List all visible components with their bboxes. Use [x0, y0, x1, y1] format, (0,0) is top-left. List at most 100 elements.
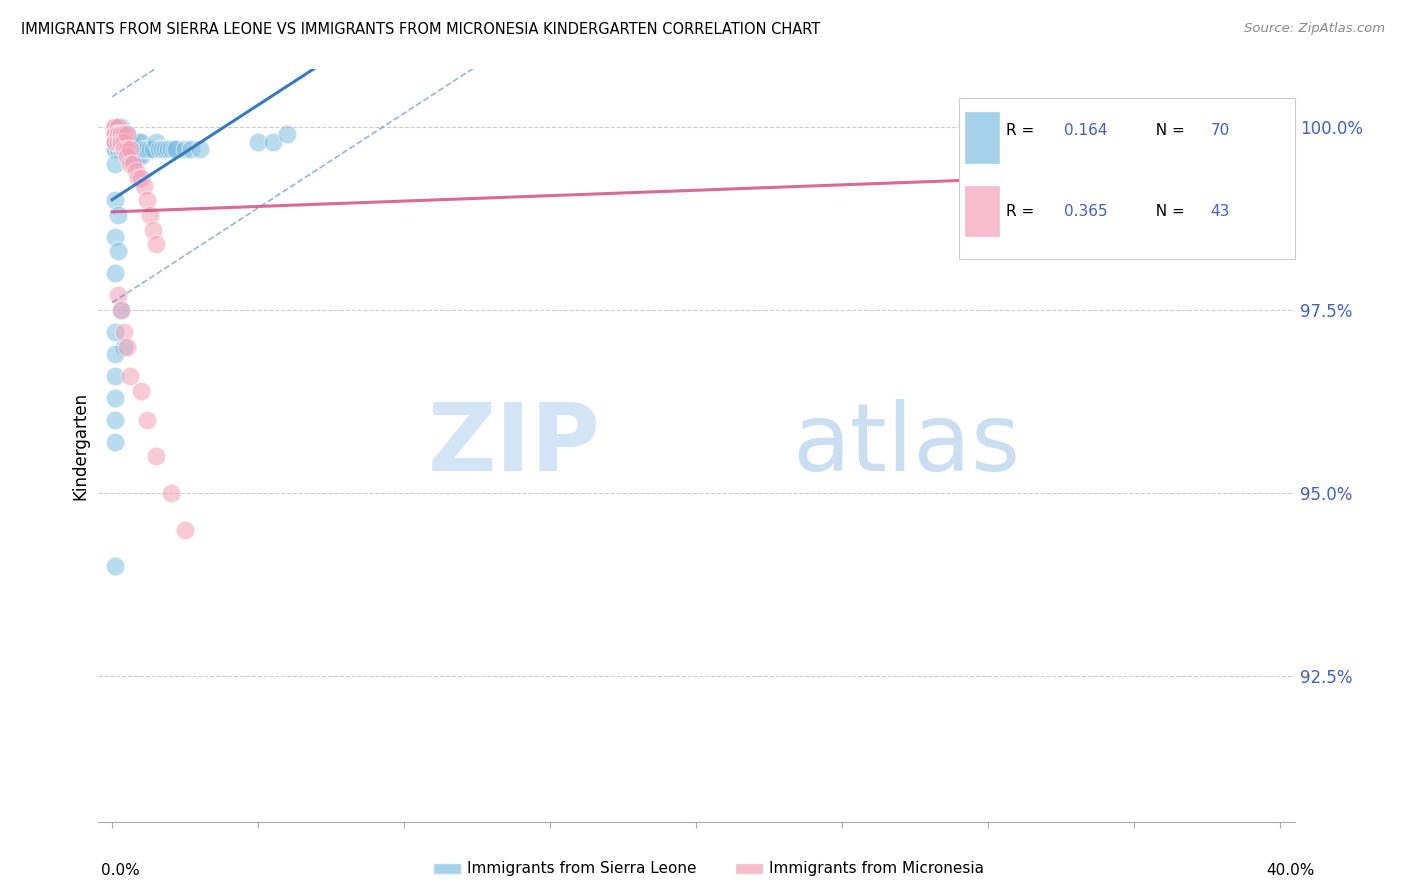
Point [121, 149, 143, 163]
Point [104, 142, 127, 156]
Point [110, 142, 132, 156]
Point [112, 135, 135, 149]
Text: 0.164: 0.164 [1064, 123, 1108, 138]
Point [107, 288, 129, 302]
Point [134, 178, 156, 193]
Point [165, 142, 187, 156]
Y-axis label: Kindergarten: Kindergarten [72, 392, 89, 500]
Point [276, 128, 298, 142]
Point [104, 434, 127, 449]
Text: N =: N = [1146, 123, 1189, 138]
Point [104, 142, 127, 156]
Bar [965, 112, 1000, 163]
Point [104, 128, 127, 142]
Point [131, 135, 153, 149]
Point [131, 384, 153, 398]
Point [112, 340, 135, 354]
Point [118, 368, 141, 383]
Point [134, 142, 156, 156]
Point [136, 194, 159, 208]
Point [112, 135, 135, 149]
Point [104, 156, 127, 170]
Point [110, 135, 132, 149]
Point [127, 149, 149, 163]
Point [107, 142, 129, 156]
Point [104, 128, 127, 142]
Text: Source: ZipAtlas.com: Source: ZipAtlas.com [1244, 22, 1385, 36]
Text: 40.0%: 40.0% [1267, 863, 1315, 878]
Point [127, 171, 149, 186]
Point [115, 142, 138, 156]
Point [104, 391, 127, 405]
Point [156, 142, 179, 156]
Point [110, 135, 132, 149]
Point [112, 142, 135, 156]
Text: N =: N = [1146, 203, 1189, 219]
Point [104, 135, 127, 149]
Point [107, 120, 129, 134]
Point [104, 135, 127, 149]
Point [107, 128, 129, 142]
Text: R =: R = [1005, 203, 1039, 219]
Point [153, 142, 176, 156]
Point [148, 142, 170, 156]
Point [188, 142, 211, 156]
Point [104, 230, 127, 244]
Point [107, 135, 129, 149]
Point [127, 135, 149, 149]
Point [115, 142, 138, 156]
Point [110, 303, 132, 318]
Bar [965, 186, 1000, 237]
Point [107, 120, 129, 134]
Text: Immigrants from Micronesia: Immigrants from Micronesia [769, 862, 984, 876]
Point [110, 128, 132, 142]
Point [104, 194, 127, 208]
Point [118, 135, 141, 149]
Point [103, 128, 125, 142]
Point [110, 303, 132, 318]
Point [104, 347, 127, 361]
Point [174, 523, 197, 537]
Point [104, 128, 127, 142]
Point [110, 135, 132, 149]
Point [139, 208, 162, 222]
Point [139, 142, 162, 156]
Point [112, 325, 135, 339]
Point [1123, 112, 1146, 127]
Point [180, 142, 202, 156]
Point [118, 142, 141, 156]
Point [145, 450, 167, 464]
Point [159, 486, 181, 500]
Point [110, 128, 132, 142]
Point [104, 128, 127, 142]
Point [104, 368, 127, 383]
Point [112, 142, 135, 156]
Point [107, 128, 129, 142]
Point [104, 325, 127, 339]
Point [112, 135, 135, 149]
Point [142, 222, 165, 236]
Point [107, 128, 129, 142]
Point [104, 135, 127, 149]
Point [107, 208, 129, 222]
Text: 43: 43 [1211, 203, 1230, 219]
Point [121, 156, 143, 170]
Point [110, 128, 132, 142]
Point [104, 135, 127, 149]
Text: 70: 70 [1211, 123, 1230, 138]
Point [104, 120, 127, 134]
Point [115, 149, 138, 163]
Point [104, 128, 127, 142]
Point [104, 559, 127, 574]
Point [145, 135, 167, 149]
Point [115, 135, 138, 149]
Point [118, 149, 141, 163]
Point [136, 142, 159, 156]
Point [103, 120, 125, 134]
Text: atlas: atlas [792, 400, 1021, 491]
Point [104, 413, 127, 427]
Point [131, 171, 153, 186]
Point [142, 142, 165, 156]
Text: IMMIGRANTS FROM SIERRA LEONE VS IMMIGRANTS FROM MICRONESIA KINDERGARTEN CORRELAT: IMMIGRANTS FROM SIERRA LEONE VS IMMIGRAN… [21, 22, 820, 37]
Point [136, 413, 159, 427]
